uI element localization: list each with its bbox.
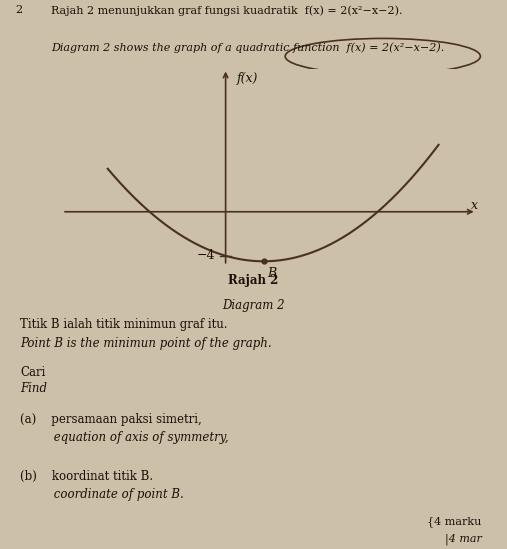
Text: Find: Find	[20, 382, 47, 395]
Text: −4: −4	[197, 249, 215, 262]
Text: B: B	[268, 267, 276, 281]
Text: Titik B ialah titik minimun graf itu.: Titik B ialah titik minimun graf itu.	[20, 318, 228, 331]
Text: equation of axis of symmetry,: equation of axis of symmetry,	[20, 431, 229, 444]
Text: (a)    persamaan paksi simetri,: (a) persamaan paksi simetri,	[20, 413, 202, 426]
Text: Rajah 2 menunjukkan graf fungsi kuadratik  f(x) = 2(x²−x−2).: Rajah 2 menunjukkan graf fungsi kuadrati…	[51, 5, 402, 16]
Text: Point B is the minimun point of the graph.: Point B is the minimun point of the grap…	[20, 338, 272, 350]
Text: Diagram 2 shows the graph of a quadratic function  f(x) = 2(x²−x−2).: Diagram 2 shows the graph of a quadratic…	[51, 43, 444, 53]
Text: (b)    koordinat titik B.: (b) koordinat titik B.	[20, 469, 154, 483]
Text: 2: 2	[15, 5, 22, 15]
Text: {4 marku: {4 marku	[427, 517, 482, 528]
Text: x: x	[470, 199, 478, 212]
Text: coordinate of point B.: coordinate of point B.	[20, 488, 184, 501]
Text: Rajah 2: Rajah 2	[228, 274, 279, 287]
Text: Diagram 2: Diagram 2	[222, 300, 285, 312]
Text: f(x): f(x)	[237, 72, 259, 85]
Text: Cari: Cari	[20, 366, 46, 379]
Text: |4 mar: |4 mar	[445, 534, 482, 545]
